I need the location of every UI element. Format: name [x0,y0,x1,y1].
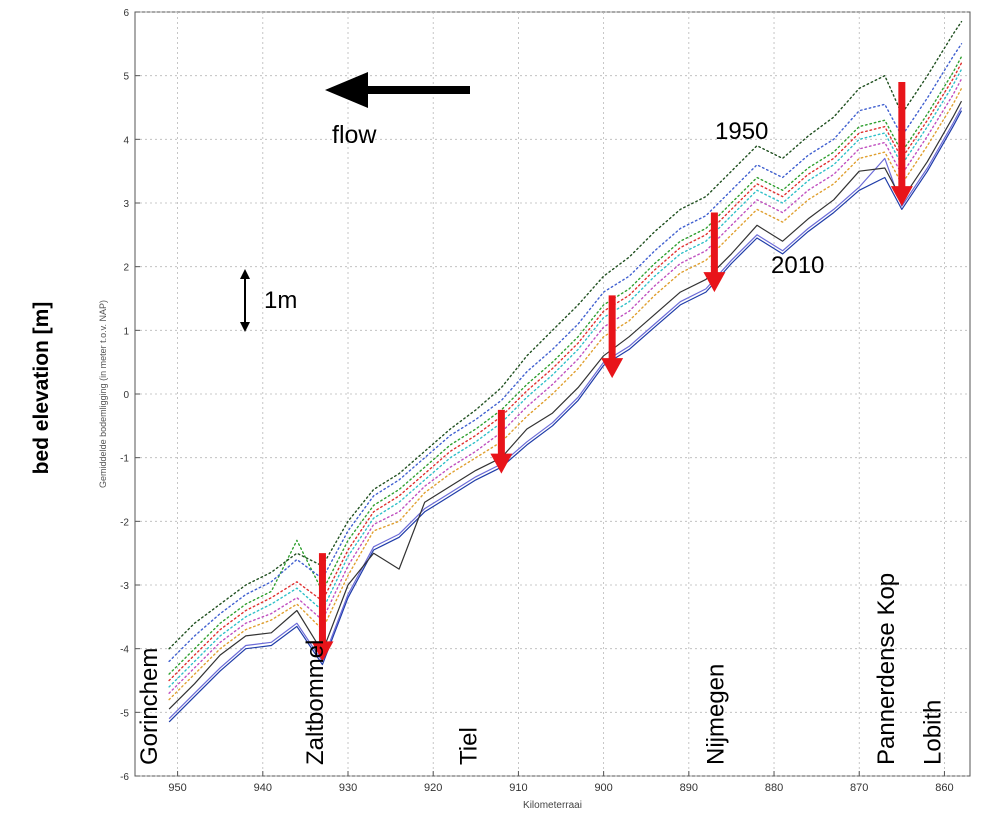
scale-bar-arrow-up [240,269,250,279]
erosion-arrow-head [490,453,513,474]
series-line-7 [168,62,963,682]
place-label-5: Pannerdense Kop [873,573,900,765]
x-tick-label: 940 [254,782,272,794]
y-tick-label: 0 [123,390,129,401]
place-label-4: Nijmegen [702,664,729,765]
year-2010-label: 2010 [771,252,824,279]
series-line-4 [168,87,963,701]
scale-bar-arrow-down [240,322,250,332]
series-line-6 [168,68,963,688]
place-label-1: Gorinchem [136,648,163,765]
outer-ylabel: bed elevation [m] [30,301,53,475]
erosion-arrow-head [311,641,334,662]
x-tick-label: 860 [935,782,953,794]
flow-label: flow [332,121,377,149]
x-tick-label: 900 [594,782,612,794]
series-line-10 [168,20,963,650]
x-tick-label: 920 [424,782,442,794]
y-tick-label: -1 [120,454,129,465]
x-axis-label: Kilometerraai [523,800,582,811]
series-line-8 [168,55,963,675]
x-tick-label: 880 [765,782,783,794]
y-tick-label: 1 [123,326,129,337]
erosion-arrow-head [703,272,726,293]
place-label-3: Tiel [455,727,482,765]
place-label-6: Lobith [920,700,947,765]
y-tick-label: -4 [120,645,129,656]
series-line-5 [168,78,963,694]
y-tick-label: -2 [120,517,129,528]
series-line-2 [168,107,963,720]
year-1950-label: 1950 [715,118,768,145]
y-tick-label: 6 [123,8,129,19]
series-line-9 [168,43,963,663]
y-tick-label: 5 [123,72,129,83]
x-tick-label: 950 [168,782,186,794]
y-tick-label: -6 [120,772,129,783]
y-tick-label: -5 [120,708,129,719]
place-label-2: Zaltbommel [302,640,329,765]
y-axis-label: Gemiddelde bodemligging (in meter t.o.v.… [98,300,108,488]
x-tick-label: 910 [509,782,527,794]
y-tick-label: 2 [123,263,129,274]
series-line-1 [168,110,963,723]
x-tick-label: 930 [339,782,357,794]
y-tick-label: 4 [123,135,129,146]
flow-arrow-head [325,72,368,108]
erosion-arrow-head [890,186,913,207]
erosion-arrow-head [601,358,624,379]
series-line-3 [168,100,963,710]
x-tick-label: 890 [680,782,698,794]
scale-bar-label: 1m [264,287,297,314]
x-tick-label: 870 [850,782,868,794]
y-tick-label: -3 [120,581,129,592]
y-tick-label: 3 [123,199,129,210]
